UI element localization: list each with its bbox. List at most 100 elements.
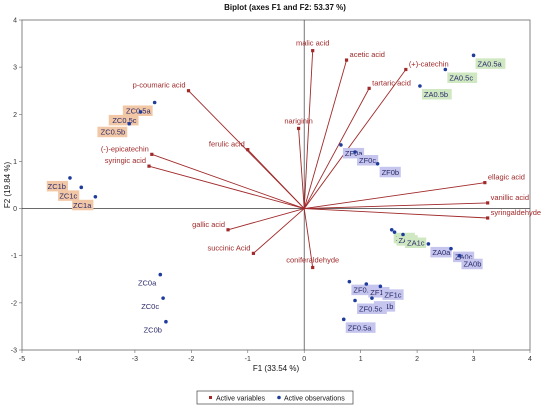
observation-label-highlight [72,199,94,211]
variable-arrow-line [303,50,314,209]
legend-marker-variables [209,396,212,399]
observation-zf0-5b: ZF0.5b [347,279,382,296]
observation-point [164,319,168,324]
variable-label: acetic acid [350,50,385,59]
y-tick-label: -3 [11,348,17,355]
variable-label: ferulic acid [209,140,245,149]
observation-label: ZF1c [384,290,401,299]
observation-za0c: ZA0c [449,246,475,263]
observation-point [389,227,394,232]
observation-label-highlight [97,126,128,138]
y-tick-label: -2 [11,300,17,307]
legend-label-variables: Active variables [216,396,266,403]
x-tick-label: -2 [188,356,194,363]
observation-label-highlight [351,284,382,296]
observation-point [339,143,343,147]
variable-arrow-line [303,69,407,209]
observation-label-highlight [447,72,478,83]
variable-arrow-line [304,208,488,219]
observation-point [375,161,380,166]
variable-arrow-line [247,149,305,209]
variable-ferulic-acid: ferulic acid [209,140,305,209]
x-tick-label: 4 [528,356,532,363]
observation-label-highlight [430,246,452,258]
observation-label: ZC0c [141,302,159,311]
variable-tartaric-acid: tartaric acid [303,78,411,209]
observation-label-highlight [122,105,153,116]
observation-label-highlight [345,322,376,333]
observation-point [127,121,132,126]
variable-arrow-tip [251,251,256,255]
variable-ellagic-acid: ellagic acid [304,173,525,210]
observation-zc0-5b: ZC0.5b [97,121,132,138]
observation-label: ZA0.5b [424,90,448,99]
observation-zc1b: ZC1b [46,176,72,192]
observation-label: ZF1a [370,288,388,297]
legend-label-observations: Active observations [284,396,345,403]
variable-arrow-tip [344,58,349,62]
variable-vanillic-acid: vanillic acid [304,193,529,210]
observation-label-highlight [405,237,427,248]
observation-label: ZA0.5c [449,74,473,83]
variable-label: nariginin [284,116,312,125]
variable-arrow-tip [147,164,151,168]
variable-label: malic acid [296,39,329,48]
observation-zc1c: ZC1c [58,185,84,201]
observation-label-highlight [342,147,365,159]
observation-za0-5a: ZA0.5a [471,53,506,69]
observation-point [378,284,383,289]
variable-label: ellagic acid [488,173,525,182]
variable-arrow-tip [186,89,191,93]
observation-label: ZA0a [432,248,451,257]
variable-arrow-tip [367,86,371,90]
observation-label-highlight [379,166,401,178]
observation-zf0-5c: ZF0.5c [353,298,387,314]
observation-label-highlight [452,251,475,263]
observation-label: ZF0.5c [359,305,383,314]
observation-point [161,296,165,300]
x-tick-label: -4 [75,356,81,363]
observation-label: ZC0.5b [101,128,126,137]
variable-label: succinic Acid [207,243,250,252]
variable-label: (+)-catechin [409,60,449,69]
variable-arrows: malic acid acetic acid (+)-catechin tartari… [101,39,541,270]
y-axis-label: F2 (19.84 %) [3,162,12,209]
variable-arrow-line [253,208,305,254]
observation-point [449,246,453,251]
x-axis-ticks: -5 -4 -3 -2 -1 0 1 2 3 4 [19,350,532,363]
x-tick-label: -1 [245,356,251,363]
observation-za0b: ZA0b [457,253,483,270]
variable-arrow-tip [404,67,408,72]
observation-zc0a: ZC0a [138,272,163,288]
observation-label-highlight [108,114,139,126]
observation-point [401,232,405,237]
observation-label: ZF0b [382,168,400,177]
observation-label: ZA0b [463,260,481,269]
variable-label: coniferaldehyde [286,256,339,265]
observation-zc0b: ZC0b [144,319,168,335]
observation-points: ZA0.5aZA0.5cZA0.5bZC0.5aZC0.5cZC0.5bZF0a… [46,53,506,335]
x-tick-label: 1 [359,356,363,363]
observation-zc0-5a: ZC0.5a [122,100,157,116]
observation-point [341,317,346,322]
observation-zf1a: ZF1a [364,282,390,298]
plot-frame [21,19,531,351]
observation-point [426,242,431,246]
observation-point [138,110,143,114]
observation-point [457,253,462,258]
legend-marker-observations [277,395,281,400]
observation-label: ZC1c [59,191,77,200]
variable-label: vanillic acid [491,193,529,202]
observation-point [392,230,397,234]
variable-nariginin: nariginin [284,116,313,209]
observation-label-highlight [58,190,80,201]
legend-box [196,390,354,405]
observation-za0a: ZA0a [426,242,452,258]
x-tick-label: 3 [472,356,476,363]
observation-label-highlight [357,303,387,314]
observation-label: ZC1b [48,182,66,191]
observation-label: ZC0a [138,279,157,288]
variable-arrow-tip [150,152,154,156]
x-tick-label: 2 [415,356,419,363]
